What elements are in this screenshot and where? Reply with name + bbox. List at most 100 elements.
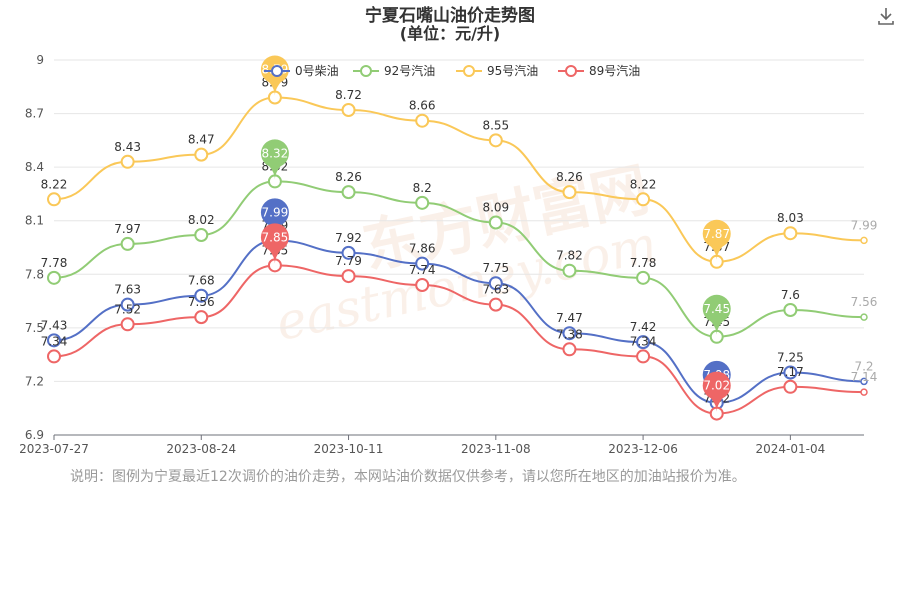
pin-label: 7.45 bbox=[703, 302, 730, 316]
pin-label: 7.87 bbox=[703, 227, 730, 241]
data-point[interactable] bbox=[415, 113, 430, 128]
data-point[interactable] bbox=[562, 326, 577, 341]
data-label: 7.6 bbox=[781, 288, 800, 302]
data-point[interactable] bbox=[194, 288, 209, 303]
data-point[interactable] bbox=[341, 245, 356, 260]
data-point[interactable] bbox=[120, 154, 135, 169]
data-label: 7.56 bbox=[851, 295, 878, 309]
y-tick-label: 8.7 bbox=[25, 107, 44, 121]
data-point[interactable] bbox=[562, 185, 577, 200]
data-point[interactable] bbox=[562, 342, 577, 357]
chart-subtitle: (单位：元/升) bbox=[400, 24, 500, 43]
data-point[interactable] bbox=[488, 276, 503, 291]
data-label: 8.22 bbox=[41, 177, 68, 191]
data-label: 7.14 bbox=[851, 370, 878, 384]
legend-item[interactable]: 95号汽油 bbox=[456, 63, 538, 78]
data-point[interactable] bbox=[636, 192, 651, 207]
data-label: 7.43 bbox=[41, 318, 68, 332]
pin-marker: 7.85 bbox=[260, 223, 289, 264]
watermark: 东方财富网 eastmoney.com bbox=[271, 155, 662, 352]
data-point[interactable] bbox=[415, 256, 430, 271]
data-point[interactable] bbox=[120, 317, 135, 332]
legend-label: 89号汽油 bbox=[589, 63, 640, 78]
chart-title: 宁夏石嘴山油价走势图 bbox=[365, 5, 535, 26]
chart-note: 说明：图例为宁夏最近12次调价的油价走势，本网站油价数据仅供参考，请以您所在地区… bbox=[70, 469, 746, 485]
y-tick-label: 9 bbox=[36, 53, 44, 67]
data-point[interactable] bbox=[47, 349, 61, 364]
data-label: 8.26 bbox=[556, 170, 583, 184]
legend-item[interactable]: 0号柴油 bbox=[264, 64, 339, 78]
data-label: 8.22 bbox=[630, 177, 657, 191]
legend-label: 0号柴油 bbox=[295, 64, 339, 78]
data-label: 8.03 bbox=[777, 211, 804, 225]
data-point[interactable] bbox=[860, 388, 868, 396]
data-point[interactable] bbox=[120, 297, 135, 312]
axes: 6.9 7.2 7.5 7.8 8.1 8.4 8.7 9 2023-07-27 2023-08-… bbox=[19, 53, 864, 456]
data-label: 7.34 bbox=[630, 334, 657, 348]
markers: 7.997.088.327.458.797.877.857.02 bbox=[260, 55, 731, 412]
data-label: 7.92 bbox=[335, 231, 362, 245]
data-point[interactable] bbox=[341, 185, 356, 200]
data-point[interactable] bbox=[488, 297, 503, 312]
x-tick-label: 2023-08-24 bbox=[166, 442, 236, 456]
data-label: 7.68 bbox=[188, 274, 215, 288]
data-label: 7.38 bbox=[556, 327, 583, 341]
data-label: 7.56 bbox=[188, 295, 215, 309]
data-point[interactable] bbox=[636, 270, 651, 285]
pin-label: 7.99 bbox=[262, 205, 289, 219]
data-point[interactable] bbox=[860, 313, 868, 321]
data-label: 7.86 bbox=[409, 242, 436, 256]
pin-label: 7.02 bbox=[703, 379, 730, 393]
x-tick-label: 2023-12-06 bbox=[608, 442, 678, 456]
data-label: 8.66 bbox=[409, 99, 436, 113]
data-point[interactable] bbox=[562, 263, 577, 278]
data-label: 7.47 bbox=[556, 311, 583, 325]
x-tick-label: 2023-11-08 bbox=[461, 442, 531, 456]
data-label: 7.2 bbox=[854, 359, 873, 373]
legend-label: 92号汽油 bbox=[384, 63, 435, 78]
data-point[interactable] bbox=[194, 147, 209, 162]
y-tick-label: 8.4 bbox=[25, 160, 44, 174]
grid bbox=[54, 59, 864, 382]
data-point[interactable] bbox=[783, 303, 798, 317]
data-label: 7.82 bbox=[556, 249, 583, 263]
pin-marker: 7.87 bbox=[702, 219, 731, 260]
data-point[interactable] bbox=[488, 133, 503, 148]
data-point[interactable] bbox=[415, 278, 430, 292]
data-point[interactable] bbox=[341, 103, 356, 117]
legend-label: 95号汽油 bbox=[487, 63, 538, 78]
data-label: 7.78 bbox=[630, 256, 657, 270]
data-point[interactable] bbox=[783, 226, 798, 241]
data-label: 8.43 bbox=[114, 140, 141, 154]
data-point[interactable] bbox=[47, 333, 61, 348]
data-point[interactable] bbox=[341, 269, 356, 284]
y-tick-label: 7.8 bbox=[25, 267, 44, 281]
data-point[interactable] bbox=[636, 335, 651, 350]
data-label: 8.47 bbox=[188, 133, 215, 147]
pin-marker: 7.02 bbox=[702, 371, 731, 412]
data-point[interactable] bbox=[194, 228, 209, 242]
legend-item[interactable]: 92号汽油 bbox=[353, 63, 435, 78]
x-tick-label: 2023-07-27 bbox=[19, 442, 89, 456]
data-point[interactable] bbox=[488, 215, 503, 230]
pin-marker: 7.45 bbox=[702, 294, 731, 335]
download-icon[interactable] bbox=[876, 6, 896, 26]
legend[interactable]: 0号柴油 92号汽油 95号汽油 89号汽油 bbox=[264, 63, 640, 78]
data-point[interactable] bbox=[860, 236, 868, 245]
legend-item[interactable]: 89号汽油 bbox=[558, 63, 640, 78]
data-point[interactable] bbox=[47, 192, 61, 207]
data-label: 7.52 bbox=[114, 302, 141, 316]
data-point[interactable] bbox=[415, 195, 430, 210]
pin-marker: 8.32 bbox=[260, 139, 289, 180]
data-point[interactable] bbox=[194, 310, 209, 325]
data-label: 7.78 bbox=[41, 256, 68, 270]
data-label: 7.97 bbox=[114, 222, 141, 236]
data-point[interactable] bbox=[120, 236, 135, 251]
series bbox=[47, 90, 868, 421]
data-point[interactable] bbox=[783, 379, 798, 394]
data-point[interactable] bbox=[860, 377, 868, 386]
data-point[interactable] bbox=[47, 270, 61, 285]
data-point[interactable] bbox=[636, 349, 651, 364]
data-point[interactable] bbox=[783, 365, 798, 380]
